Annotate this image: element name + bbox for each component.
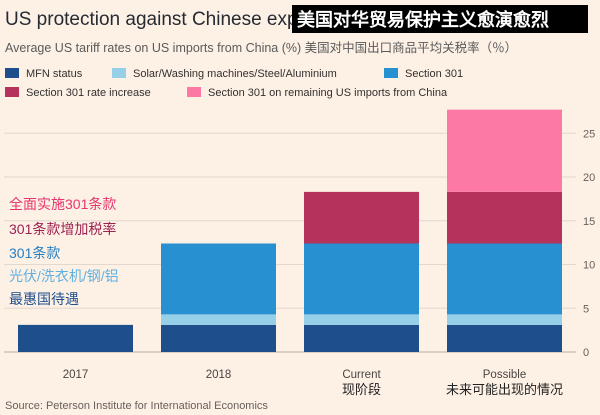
bar-current-series-0 [304,324,419,352]
annotation-mfn: 最惠国待遇 [9,291,79,307]
legend-label-remaining-imports: Section 301 on remaining US imports from… [208,87,448,99]
y-tick-label: 15 [583,216,595,228]
legend-label-solar-steel: Solar/Washing machines/Steel/Aluminium [133,68,337,80]
legend-label-rate-increase: Section 301 rate increase [26,87,151,99]
x-tick-label-chinese: 现阶段 [342,382,381,397]
legend-swatch-remaining-imports [187,87,201,97]
x-tick-label-chinese: 未来可能出现的情况 [446,382,563,397]
y-tick-label: 10 [583,260,595,272]
annotations: 全面实施301条款 301条款增加税率 301条款 光伏/洗衣机/钢/铝 最惠国… [9,196,119,307]
bar-possible-series-1 [447,314,562,325]
legend-label-mfn: MFN status [26,68,83,80]
x-tick-label: 2017 [63,369,89,381]
bar-current-series-1 [304,314,419,325]
legend-swatch-mfn [5,68,19,78]
chart-title-chinese: 美国对华贸易保护主义愈演愈烈 [297,9,549,30]
bar-possible-series-2 [447,243,562,315]
bar-2018-series-0 [161,324,276,352]
y-tick-label: 5 [583,303,589,315]
chart-title: US protection against Chinese exports [5,9,329,30]
chart-subtitle: Average US tariff rates on US imports fr… [5,40,517,55]
bar-current-series-2 [304,243,419,315]
legend-swatch-solar-steel [112,68,126,78]
bar-2018-series-1 [161,314,276,325]
y-axis-ticks: 0 5 10 15 20 25 [583,128,595,359]
annotation-full-301: 全面实施301条款 [9,196,116,212]
x-tick-label: Possible [483,369,526,381]
bar-possible-series-3 [447,191,562,244]
bar-possible-series-0 [447,324,562,352]
annotation-solar-steel: 光伏/洗衣机/钢/铝 [9,268,119,284]
annotation-301: 301条款 [9,245,60,261]
bar-2018-series-2 [161,243,276,315]
x-tick-label: 2018 [206,369,232,381]
chinese-title-background [292,5,588,33]
annotation-301-increase: 301条款增加税率 [9,221,116,237]
y-tick-label: 0 [583,347,589,359]
bars [18,109,562,352]
y-tick-label: 20 [583,172,595,184]
y-tick-label: 25 [583,128,595,140]
bar-2017-series-0 [18,324,133,352]
legend-label-section-301: Section 301 [405,68,463,80]
legend-swatch-rate-increase [5,87,19,97]
bar-possible-series-4 [447,109,562,192]
bar-current-series-3 [304,191,419,244]
legend-swatch-section-301 [384,68,398,78]
x-tick-label: Current [342,369,381,381]
source-note: Source: Peterson Institute for Internati… [5,400,268,412]
legend: MFN status Solar/Washing machines/Steel/… [5,68,463,99]
